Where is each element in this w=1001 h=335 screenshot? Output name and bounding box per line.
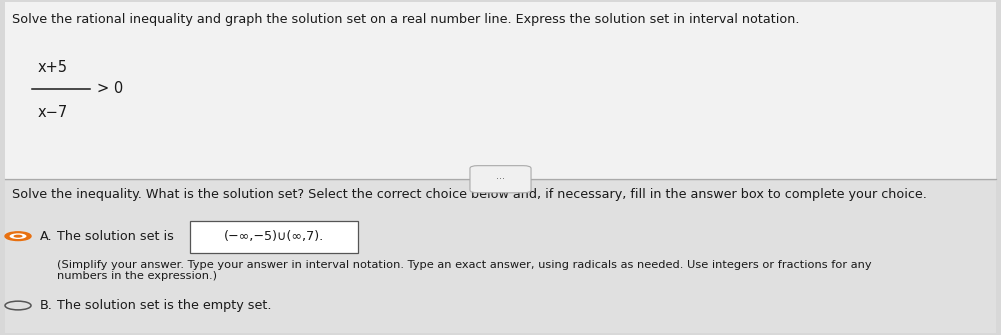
Circle shape: [5, 232, 31, 241]
Text: Solve the inequality. What is the solution set? Select the correct choice below : Solve the inequality. What is the soluti…: [12, 188, 927, 201]
Text: Solve the rational inequality and graph the solution set on a real number line. : Solve the rational inequality and graph …: [12, 13, 800, 26]
Text: (Simplify your answer. Type your answer in interval notation. Type an exact answ: (Simplify your answer. Type your answer …: [57, 260, 872, 281]
Text: The solution set is the empty set.: The solution set is the empty set.: [57, 299, 271, 312]
Text: x−7: x−7: [38, 105, 68, 120]
Circle shape: [13, 234, 23, 238]
Text: ···: ···: [496, 174, 505, 184]
Text: > 0: > 0: [97, 81, 123, 96]
Circle shape: [10, 233, 26, 239]
FancyBboxPatch shape: [5, 2, 996, 179]
FancyBboxPatch shape: [470, 166, 531, 193]
FancyBboxPatch shape: [5, 181, 996, 333]
Text: (−∞,−5)∪(∞,7).: (−∞,−5)∪(∞,7).: [224, 230, 324, 243]
Text: B.: B.: [40, 299, 53, 312]
FancyBboxPatch shape: [190, 221, 358, 253]
Text: The solution set is: The solution set is: [57, 230, 178, 243]
Text: A.: A.: [40, 230, 53, 243]
Text: x+5: x+5: [38, 60, 68, 74]
